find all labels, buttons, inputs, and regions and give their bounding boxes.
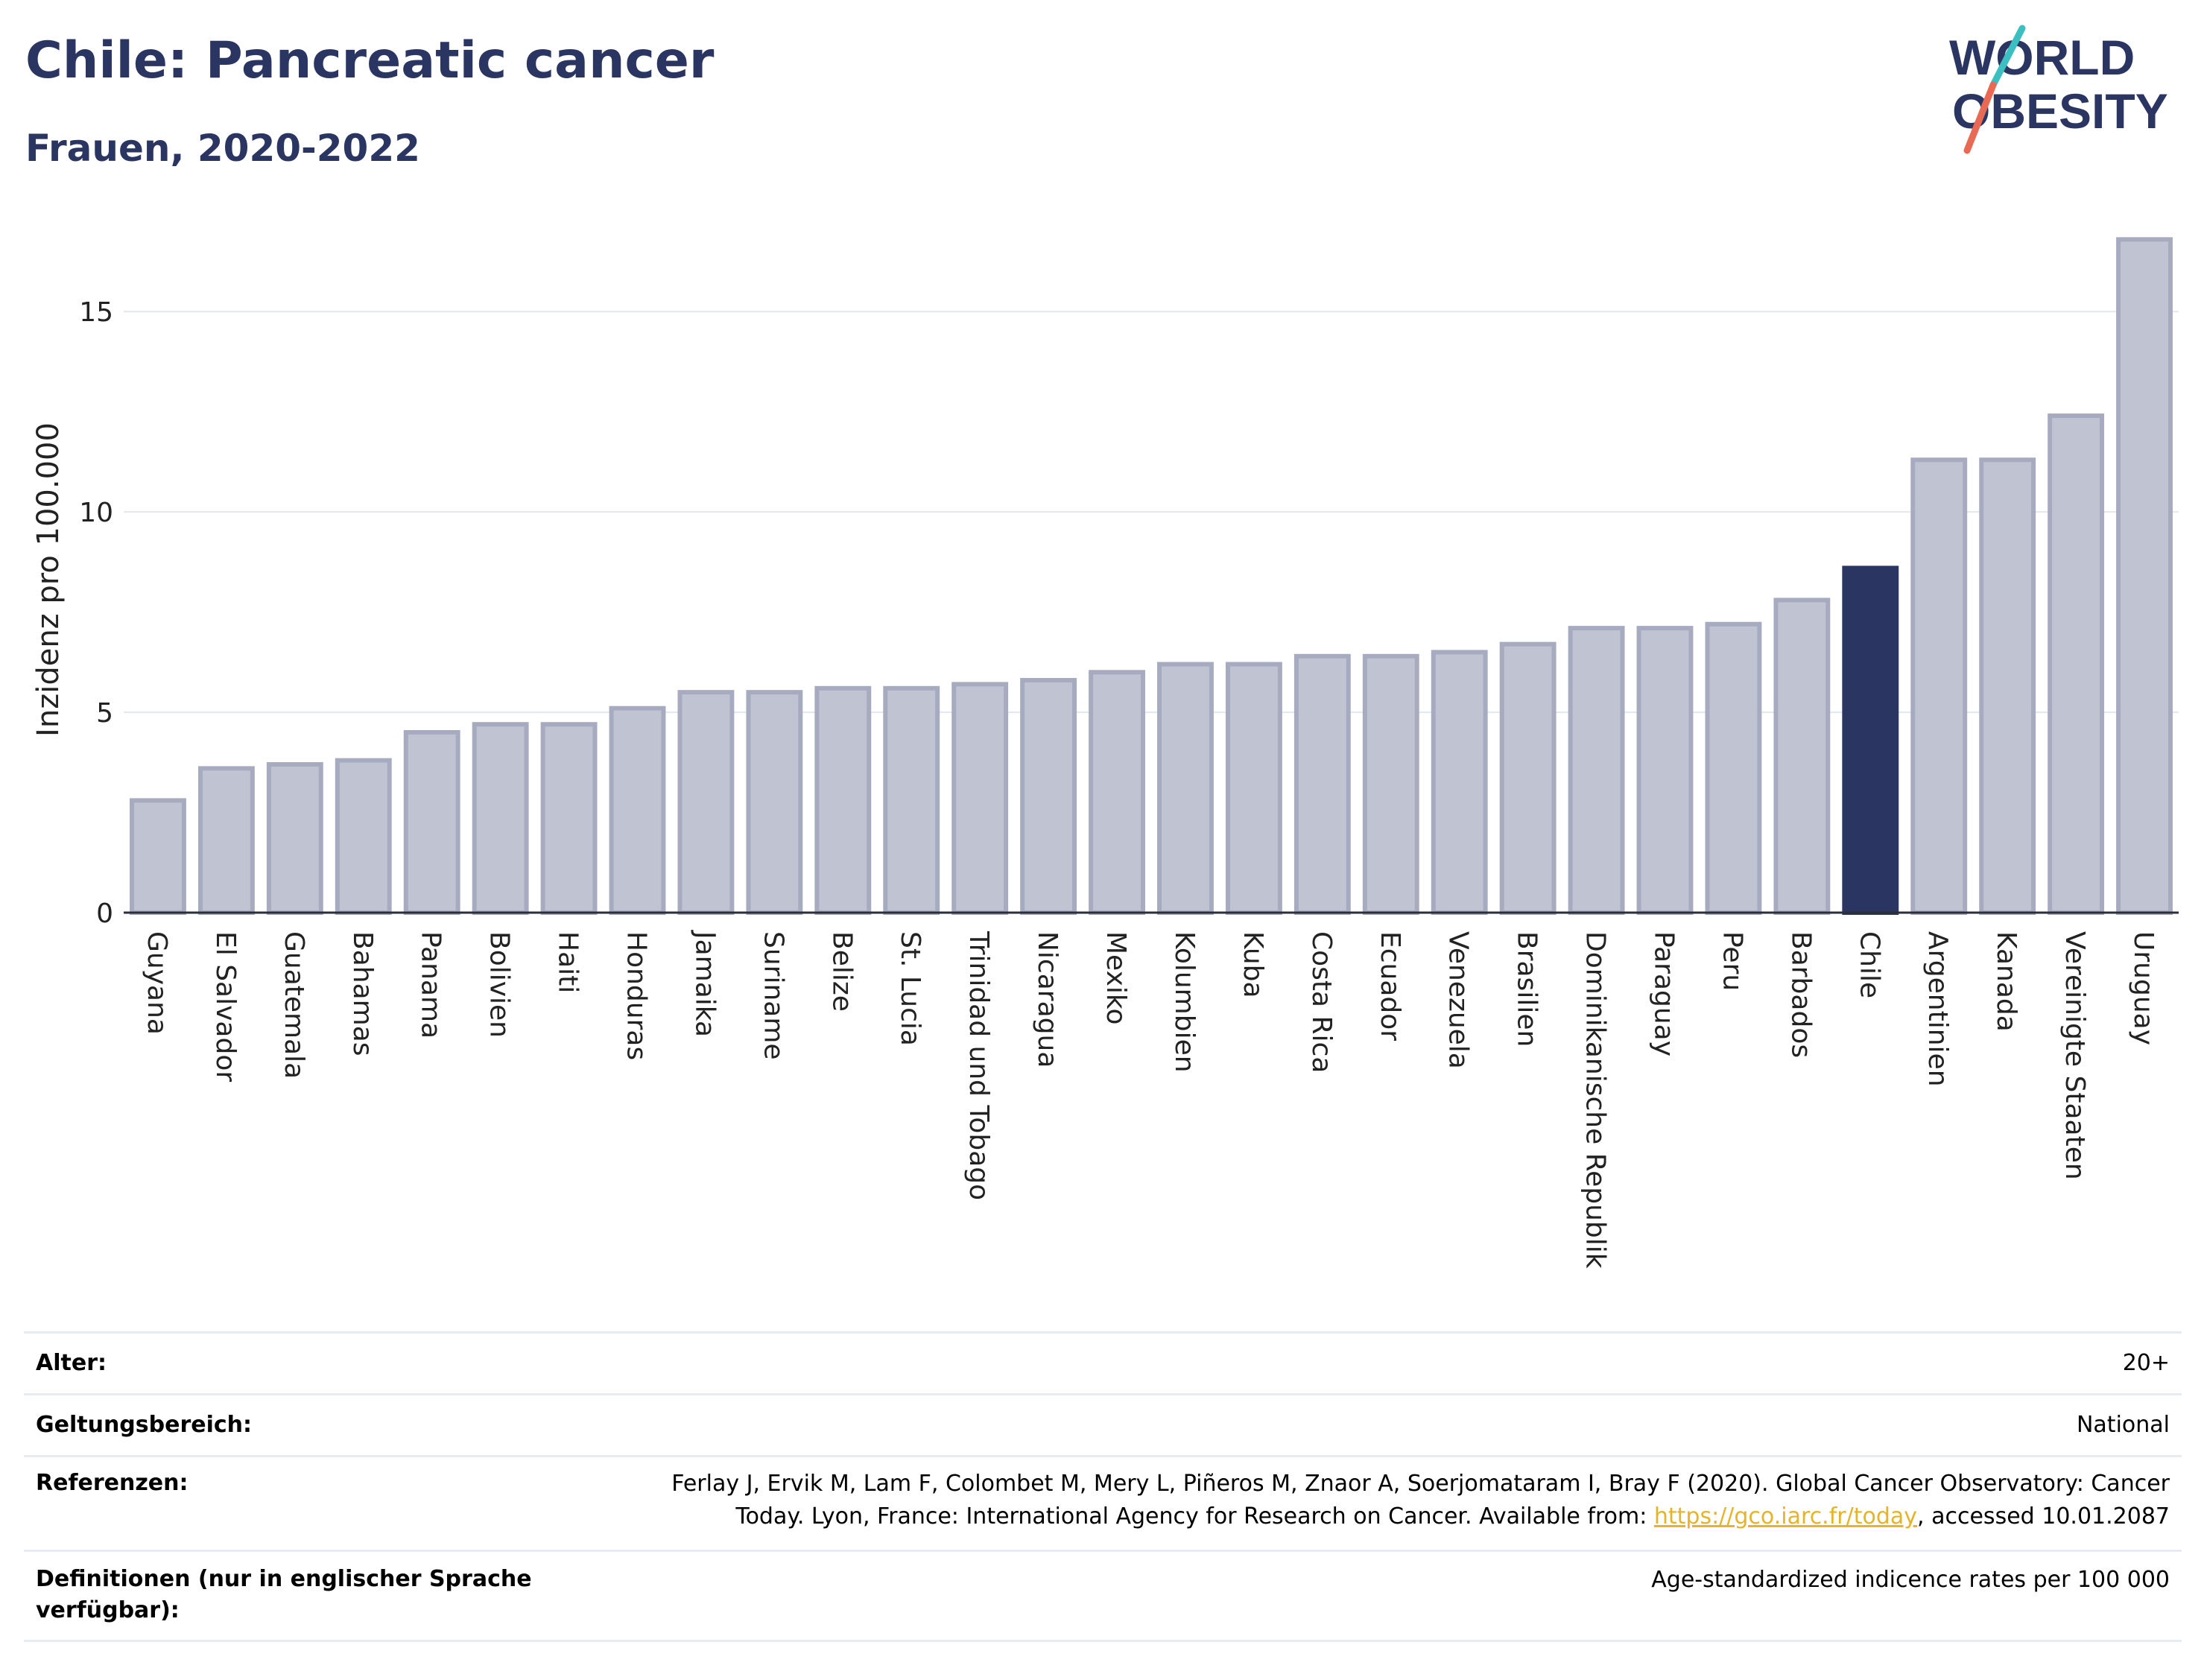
x-tick-label: Suriname — [758, 931, 788, 1060]
x-tick-label: Ecuador — [1375, 931, 1405, 1041]
bar-kuba — [1225, 662, 1282, 915]
y-tick-label: 0 — [96, 898, 113, 929]
bar-paraguay — [1636, 626, 1694, 915]
x-tick-label: Vereinigte Staaten — [2059, 931, 2090, 1180]
bar-barbados — [1773, 597, 1831, 915]
bar-el-salvador — [197, 766, 255, 915]
bar-kanada — [1979, 457, 2036, 915]
bar-ecuador — [1362, 653, 1419, 915]
x-tick-label: Kuba — [1238, 931, 1268, 998]
x-tick-label: St. Lucia — [895, 931, 925, 1046]
x-tick-label: Haiti — [553, 931, 583, 993]
bar-panama — [403, 729, 460, 915]
reference-text: Ferlay J, Ervik M, Lam F, Colombet M, Me… — [671, 1471, 2170, 1530]
bar-guatemala — [266, 761, 323, 915]
bar-st-lucia — [883, 685, 940, 915]
x-tick-label: Nicaragua — [1032, 931, 1063, 1068]
x-tick-label: El Salvador — [210, 931, 241, 1082]
gridlines — [124, 311, 2179, 714]
y-tick-label: 10 — [79, 498, 113, 528]
meta-row-age: Alter: 20+ — [24, 1331, 2182, 1393]
x-tick-label: Guyana — [142, 931, 172, 1035]
chart-subtitle: Frauen, 2020-2022 — [25, 127, 420, 170]
meta-label-references: Referenzen: — [36, 1470, 189, 1496]
x-axis-ticks: Guyana El Salvador Guatemala Bahamas Panama B… — [142, 930, 2159, 1269]
meta-row-scope: Geltungsbereich: National — [24, 1393, 2182, 1455]
x-tick-label: Guatemala — [279, 931, 309, 1079]
bar-argentinien — [1910, 457, 1968, 915]
y-tick-label: 15 — [79, 297, 113, 328]
x-tick-label: Trinidad und Tobago — [963, 931, 994, 1200]
bar-jamaika — [677, 690, 735, 915]
logo-text-world: WORLD — [1949, 30, 2135, 85]
meta-value-age: 20+ — [2122, 1350, 2170, 1376]
meta-label-scope: Geltungsbereich: — [36, 1412, 253, 1438]
meta-value-scope: National — [2076, 1412, 2170, 1438]
x-tick-label: Barbados — [1785, 931, 1816, 1058]
bar-peru — [1705, 621, 1762, 915]
bars — [130, 237, 2173, 916]
meta-label-age: Alter: — [36, 1350, 107, 1376]
x-tick-label: Dominikanische Republik — [1580, 931, 1611, 1269]
meta-row-references: Referenzen: Ferlay J, Ervik M, Lam F, Co… — [24, 1455, 2182, 1550]
x-tick-label: Kanada — [1991, 931, 2021, 1032]
bar-haiti — [540, 722, 598, 915]
bar-bahamas — [335, 758, 392, 916]
x-tick-label: Bolivien — [484, 931, 515, 1038]
chart-title: Chile: Pancreatic cancer — [25, 31, 715, 90]
bar-nicaragua — [1020, 678, 1077, 916]
logo-slash-red — [1963, 81, 1997, 154]
bar-kolumbien — [1157, 662, 1214, 915]
metadata-table: Alter: 20+ Geltungsbereich: National Ref… — [24, 1331, 2182, 1642]
x-tick-label: Bahamas — [347, 931, 378, 1056]
x-tick-label: Paraguay — [1649, 931, 1679, 1056]
bar-costa-rica — [1293, 653, 1351, 915]
world-obesity-logo: WORLD OBESITY — [1949, 25, 2168, 154]
x-tick-label: Kolumbien — [1169, 931, 1200, 1073]
bar-dominikanische-republik — [1568, 626, 1625, 915]
x-tick-label: Panama — [416, 931, 446, 1039]
logo-slash-teal — [1989, 25, 2026, 89]
x-tick-label: Uruguay — [2128, 931, 2159, 1045]
y-tick-label: 5 — [96, 698, 113, 729]
x-tick-label: Argentinien — [1922, 931, 1953, 1087]
meta-value-definitions: Age-standardized indicence rates per 100… — [1651, 1567, 2170, 1593]
reference-link[interactable]: https://gco.iarc.fr/today — [1653, 1503, 1918, 1530]
bar-trinidad-und-tobago — [951, 682, 1009, 915]
x-tick-label: Peru — [1717, 931, 1747, 991]
bar-honduras — [609, 706, 666, 915]
x-tick-label: Brasilien — [1512, 931, 1542, 1047]
y-axis-label: Inzidenz pro 100.000 — [31, 422, 66, 737]
bar-bolivien — [472, 722, 529, 915]
bar-vereinigte-staaten — [2048, 413, 2105, 915]
x-tick-label: Belize — [826, 931, 857, 1012]
bar-belize — [814, 685, 872, 915]
x-tick-label: Honduras — [621, 931, 652, 1060]
bar-uruguay — [2116, 237, 2173, 915]
meta-row-definitions: Definitionen (nur in englischer Sprache … — [24, 1550, 2182, 1642]
x-tick-label: Venezuela — [1443, 931, 1474, 1069]
bar-chile — [1842, 565, 1899, 915]
x-tick-label: Mexiko — [1101, 931, 1131, 1024]
x-tick-label: Chile — [1854, 931, 1884, 998]
bar-suriname — [746, 690, 803, 915]
y-axis-ticks: 0 5 10 15 — [79, 297, 113, 929]
bar-guyana — [130, 798, 186, 916]
meta-value-references: Ferlay J, Ervik M, Lam F, Colombet M, Me… — [605, 1468, 2170, 1550]
bar-venezuela — [1431, 650, 1488, 916]
meta-label-definitions: Definitionen (nur in englischer Sprache … — [36, 1566, 532, 1623]
bar-brasilien — [1499, 641, 1557, 915]
x-tick-label: Costa Rica — [1306, 931, 1337, 1073]
bar-mexiko — [1089, 670, 1145, 915]
bar-chart: 0 5 10 15 Inzidenz pro 100.000 Guyana El Sal… — [31, 237, 2179, 1269]
x-tick-label: Jamaika — [689, 930, 720, 1037]
reference-accessed: , accessed 10.01.2087 — [1917, 1503, 2170, 1530]
